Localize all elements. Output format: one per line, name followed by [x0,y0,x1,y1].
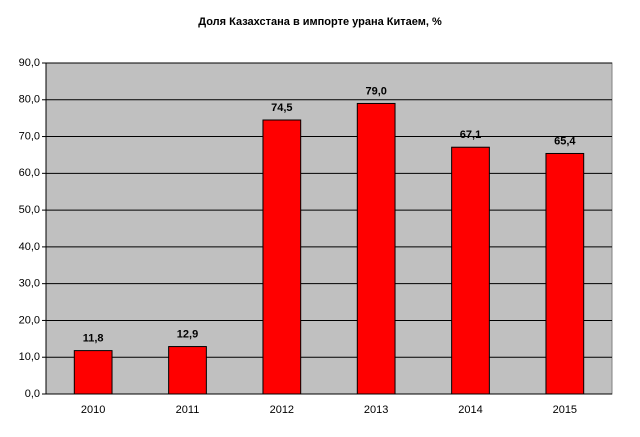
x-tick-label: 2010 [81,404,105,416]
bar [73,350,113,395]
value-label: 11,8 [83,333,104,345]
chart-title: Доля Казахстана в импорте урана Китаем, … [198,16,442,28]
value-label: 12,9 [177,328,198,340]
bar [545,152,585,395]
x-tick-label: 2015 [553,404,577,416]
bar [262,119,302,395]
y-tick-label: 0,0 [25,388,40,400]
y-tick-label: 80,0 [19,94,40,106]
y-tick-label: 20,0 [19,314,40,326]
x-tick-label: 2013 [364,404,388,416]
y-tick-label: 70,0 [19,130,40,142]
y-tick-label: 10,0 [19,351,40,363]
value-label: 65,4 [554,135,576,147]
x-tick-label: 2012 [270,404,294,416]
y-tick-label: 30,0 [19,278,40,290]
value-label: 74,5 [271,102,292,114]
plot-area [45,62,613,395]
x-tick-label: 2011 [176,404,200,416]
bar [356,102,396,395]
y-tick-label: 50,0 [19,204,40,216]
y-tick-label: 40,0 [19,241,40,253]
x-tick-label: 2014 [458,404,482,416]
y-tick-label: 60,0 [19,167,40,179]
y-tick-label: 90,0 [19,57,40,69]
value-label: 79,0 [365,85,386,97]
bar [451,146,490,395]
bar [168,346,207,395]
value-label: 67,1 [460,129,481,141]
